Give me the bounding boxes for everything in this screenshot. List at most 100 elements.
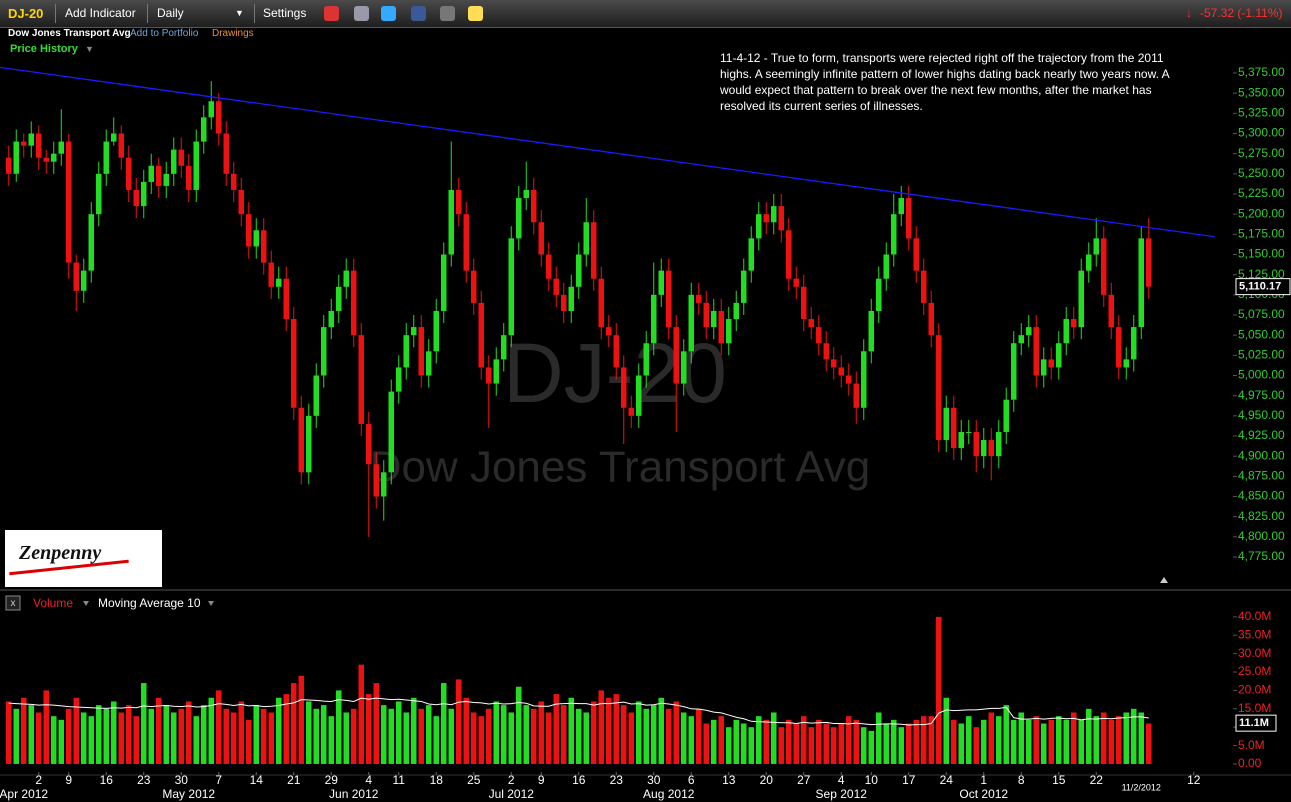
alarm-icon[interactable]	[324, 6, 339, 21]
candle-body	[141, 181, 147, 207]
candle-body	[748, 238, 755, 271]
symbol[interactable]: DJ-20	[8, 6, 44, 21]
candle-body	[913, 238, 920, 271]
candle-body	[171, 149, 177, 174]
y-tick-label: 5,250.00	[1238, 166, 1285, 180]
candle-body	[831, 359, 837, 368]
volume-bar	[583, 712, 590, 764]
candle-body	[231, 173, 237, 190]
volume-bar	[426, 705, 432, 764]
volume-bar	[96, 705, 102, 764]
volume-bar	[1033, 716, 1039, 764]
volume-bar	[36, 712, 42, 764]
y-tick-label: 5,075.00	[1238, 307, 1285, 321]
candle-body	[711, 310, 717, 328]
volume-bar	[906, 723, 912, 764]
candle-body	[966, 431, 972, 433]
candle-body	[936, 335, 942, 441]
settings[interactable]: Settings	[263, 6, 307, 20]
volume-bar	[816, 719, 822, 764]
candle-body	[66, 141, 72, 263]
candle-body	[1003, 399, 1010, 432]
candle-body	[186, 165, 192, 190]
candle-body	[688, 294, 695, 352]
candle-body	[906, 198, 912, 239]
y-tick-label: 25.0M	[1238, 664, 1271, 678]
ma-legend[interactable]: Moving Average 10	[98, 596, 201, 610]
close-icon: x	[11, 598, 16, 609]
twitter-icon[interactable]	[381, 6, 396, 21]
volume-bar	[373, 683, 380, 764]
volume-bar	[1086, 708, 1092, 764]
last-value-label: 5,110.17	[1239, 281, 1281, 293]
volume-bar	[748, 727, 755, 764]
candle-body	[358, 335, 365, 424]
volume-bar	[981, 719, 987, 764]
volume-bar	[216, 690, 222, 764]
candle-body	[1056, 343, 1062, 368]
candle-body	[321, 327, 327, 376]
x-tick-label: 9	[538, 773, 545, 787]
candle-body	[1101, 238, 1107, 295]
candle-body	[418, 327, 425, 376]
y-tick-label: 4,900.00	[1238, 448, 1285, 462]
volume-bar	[718, 716, 725, 764]
candle-body	[246, 214, 252, 247]
volume-bar	[276, 697, 282, 764]
candle-body	[996, 431, 1002, 457]
volume-bar	[808, 727, 815, 764]
candle-body	[478, 302, 485, 368]
candle-body	[43, 157, 50, 162]
candle-body	[658, 270, 665, 295]
volume-bar	[81, 712, 87, 764]
x-tick-label: 6	[688, 773, 695, 787]
y-tick-label: 5,125.00	[1238, 267, 1285, 281]
x-tick-label: 16	[100, 773, 114, 787]
volume-bar	[1131, 708, 1137, 764]
candle-body	[973, 431, 980, 457]
add-to-portfolio[interactable]: Add to Portfolio	[130, 28, 199, 39]
volume-bar	[186, 701, 192, 764]
volume-bar	[553, 694, 560, 764]
x-tick-label: 14	[250, 773, 264, 787]
x-tick-label: 18	[430, 773, 444, 787]
x-tick-label: 2	[35, 773, 42, 787]
candle-body	[396, 367, 402, 392]
volume-bar	[651, 705, 657, 764]
candle-body	[111, 133, 117, 142]
candle-body	[163, 173, 170, 186]
volume-bar	[171, 712, 177, 764]
volume-bar	[576, 708, 582, 764]
candle-body	[928, 302, 935, 336]
interval[interactable]: Daily	[157, 6, 184, 20]
y-tick-label: 40.0M	[1238, 609, 1271, 623]
volume-bar	[988, 712, 995, 764]
candle-body	[808, 319, 815, 328]
candle-body	[816, 327, 822, 344]
candle-body	[598, 278, 605, 328]
link-icon[interactable]	[440, 6, 455, 21]
volume-bar	[838, 723, 845, 764]
print-icon[interactable]	[354, 6, 369, 21]
note-icon[interactable]	[468, 6, 483, 21]
x-tick-label: 4	[365, 773, 372, 787]
facebook-icon[interactable]	[411, 6, 426, 21]
price-history[interactable]: Price History	[10, 43, 78, 55]
add-indicator[interactable]: Add Indicator	[65, 6, 136, 20]
volume-bar	[508, 712, 515, 764]
close-panel[interactable]	[5, 595, 21, 611]
volume-bar	[1116, 716, 1122, 764]
volume-bar	[411, 697, 417, 764]
volume-bar	[853, 719, 860, 764]
candle-body	[1026, 327, 1032, 336]
drawings[interactable]: Drawings	[212, 28, 254, 39]
volume-bar	[448, 708, 455, 764]
volume-bar	[493, 701, 500, 764]
volume-bar	[658, 697, 665, 764]
volume-bar	[433, 716, 440, 764]
volume-legend[interactable]: Volume	[33, 596, 73, 610]
instrument-name: Dow Jones Transport Avg	[8, 28, 131, 39]
y-tick-label: 4,975.00	[1238, 388, 1285, 402]
volume-bar	[418, 708, 425, 764]
candle-body	[643, 343, 650, 376]
